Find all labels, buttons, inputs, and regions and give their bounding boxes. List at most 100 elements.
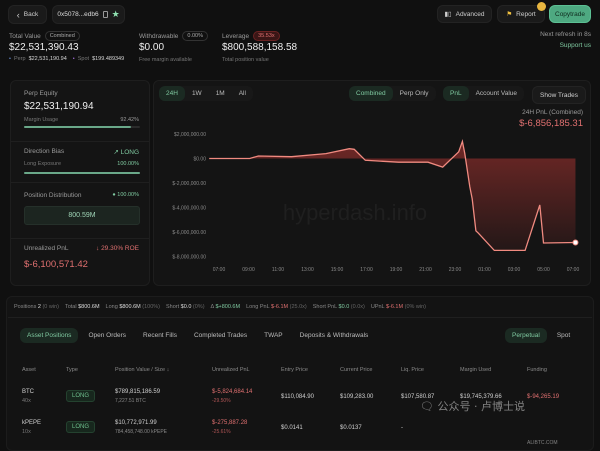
position-size: 784,458,748.00 kPEPE bbox=[115, 429, 167, 435]
stat-item: Short PnL $0.0 (0.0x) bbox=[313, 304, 365, 310]
current-price: $109,283.00 bbox=[340, 394, 374, 400]
leverage: 10x bbox=[22, 429, 31, 435]
pnl-chart[interactable]: hyperdash.info $2,000,000.00 $0.00 $-2,000,… bbox=[150, 120, 590, 280]
total-value-label: Total Value bbox=[9, 32, 41, 40]
long-exposure-label: Long Exposure bbox=[24, 161, 61, 167]
leverage-value: $800,588,158.58 bbox=[222, 42, 298, 53]
chart-title: 24H PnL (Combined) bbox=[522, 109, 583, 116]
leverage: 40x bbox=[22, 398, 31, 404]
last-point-marker bbox=[572, 239, 579, 246]
tabs-option-completed-trades[interactable]: Completed Trades bbox=[193, 332, 248, 339]
column-header[interactable]: Asset bbox=[22, 367, 36, 373]
leverage-badge: 35.53x bbox=[253, 31, 280, 41]
ranges-option-1w[interactable]: 1W bbox=[191, 90, 202, 97]
star-icon[interactable]: ★ bbox=[111, 9, 120, 19]
ranges-option-all[interactable]: All bbox=[238, 90, 246, 97]
metrics-option-pnl[interactable]: PnL bbox=[443, 86, 469, 101]
type-badge: LONG bbox=[66, 421, 96, 433]
long-exposure-value: 100.00% bbox=[117, 161, 139, 167]
market-option-spot[interactable]: Spot bbox=[556, 332, 571, 339]
direction-bias-label: Direction Bias bbox=[24, 148, 65, 155]
ranges-option-24h[interactable]: 24H bbox=[159, 86, 185, 101]
stat-value: $0.0 bbox=[180, 304, 192, 310]
stat-label: Short PnL bbox=[312, 304, 338, 310]
column-header[interactable]: Position Value / Size ↓ bbox=[115, 367, 170, 373]
column-header[interactable]: Type bbox=[66, 367, 78, 373]
distribution-pct: 100.00% bbox=[117, 192, 139, 198]
tabs-option-asset-positions[interactable]: Asset Positions bbox=[20, 328, 79, 343]
x-tick-label: 11:00 bbox=[272, 267, 284, 273]
withdrawable-label: Withdrawable bbox=[139, 32, 179, 40]
stat-extra: (0%) bbox=[192, 304, 205, 310]
column-header[interactable]: Liq. Price bbox=[401, 367, 424, 373]
withdrawable-sub: Free margin available bbox=[139, 57, 192, 63]
column-header[interactable]: Funding bbox=[527, 367, 547, 373]
column-header[interactable]: Entry Price bbox=[281, 367, 308, 373]
entry-price: $0.0141 bbox=[281, 425, 303, 431]
perp-equity-label: Perp Equity bbox=[24, 90, 58, 97]
column-header[interactable]: Current Price bbox=[340, 367, 373, 373]
y-tick-label: $-2,000,000.00 bbox=[172, 181, 206, 187]
advanced-button[interactable]: ▮▯ Advanced bbox=[437, 5, 492, 23]
stat-item: Total $800.6M bbox=[65, 304, 100, 310]
watermark-site: ALIBTC.COM bbox=[527, 440, 558, 446]
tabs-option-recent-fills[interactable]: Recent Fills bbox=[143, 332, 177, 339]
total-value: $22,531,390.43 bbox=[9, 42, 79, 53]
bar-chart-icon: ▮▯ bbox=[444, 11, 452, 18]
tabs-option-open-orders[interactable]: Open Orders bbox=[88, 332, 127, 339]
y-tick-label: $-8,000,000.00 bbox=[172, 255, 206, 261]
column-header[interactable]: Unrealized PnL bbox=[212, 367, 250, 373]
stat-extra: (100%) bbox=[142, 304, 160, 310]
unrealized-pnl-value: $-6,100,571.42 bbox=[24, 259, 88, 270]
support-link[interactable]: Support us bbox=[559, 42, 591, 49]
chart-headline-value: $-6,856,185.31 bbox=[519, 118, 583, 129]
market-option-perpetual[interactable]: Perpetual bbox=[505, 328, 547, 343]
chevron-left-icon: ‹ bbox=[16, 9, 20, 20]
current-price: $0.0137 bbox=[340, 425, 362, 431]
stat-label: UPnL bbox=[370, 304, 385, 310]
stat-extra: (0 win) bbox=[42, 304, 59, 310]
modes-option-combined[interactable]: Combined bbox=[349, 86, 393, 101]
x-tick-label: 07:00 bbox=[567, 267, 580, 273]
stat-value: $800.6M bbox=[119, 304, 141, 310]
tabs-option-deposits-withdrawals[interactable]: Deposits & Withdrawals bbox=[299, 332, 369, 339]
column-header[interactable]: Margin Used bbox=[460, 367, 492, 373]
back-button[interactable]: ‹ Back bbox=[8, 5, 47, 24]
next-refresh: Next refresh in 8s bbox=[540, 31, 591, 38]
copy-icon[interactable] bbox=[102, 11, 108, 18]
distribution-bar: 800.59M bbox=[24, 206, 140, 225]
x-tick-label: 03:00 bbox=[508, 267, 521, 273]
ranges-option-1m[interactable]: 1M bbox=[215, 90, 225, 97]
unrealized-pnl: $-5,824,684.14 bbox=[212, 389, 253, 395]
perp-label: Perp bbox=[13, 56, 26, 62]
wechat-watermark: 🗨 公众号 · 卢博士说 bbox=[420, 400, 525, 413]
withdrawable-badge: 0.00% bbox=[182, 31, 208, 41]
position-value: $789,815,186.59 bbox=[115, 389, 161, 395]
x-tick-label: 01:00 bbox=[478, 267, 491, 273]
stat-value: $+800.6M bbox=[215, 304, 241, 310]
margin-usage-bar bbox=[24, 126, 140, 128]
flag-icon: ⚑ bbox=[506, 11, 513, 18]
address-pill[interactable]: 0x5078...edb6 ★ bbox=[52, 5, 125, 24]
spot-value: $199.489349 bbox=[92, 56, 125, 62]
stat-item: Δ $+800.6M bbox=[211, 304, 241, 310]
leverage-sub: Total position value bbox=[222, 57, 269, 63]
stat-label: Long bbox=[105, 304, 118, 310]
show-trades-button[interactable]: Show Trades bbox=[532, 86, 586, 104]
stat-item: Short $0.0 (0%) bbox=[166, 304, 205, 310]
positions-tabs: Asset Positions Open Orders Recent Fills Co… bbox=[20, 328, 375, 343]
report-button[interactable]: ⚑ Report bbox=[497, 5, 545, 23]
mode-selector: Combined Perp Only bbox=[349, 86, 436, 101]
y-tick-label: $0.00 bbox=[193, 157, 206, 163]
long-exposure-bar bbox=[24, 172, 140, 174]
stats-bar: Positions 2 (0 win) Total $800.6M Long $80… bbox=[14, 304, 426, 310]
chart-panel: 24H 1W 1M All Combined Perp Only PnL Account … bbox=[153, 80, 591, 286]
x-tick-label: 15:00 bbox=[331, 267, 344, 273]
modes-option-perp-only[interactable]: Perp Only bbox=[399, 90, 429, 97]
position-size: 7,227.51 BTC bbox=[115, 398, 146, 404]
x-tick-label: 21:00 bbox=[419, 267, 432, 273]
metrics-option-account-value[interactable]: Account Value bbox=[475, 90, 518, 97]
roe-value: 29.30% ROE bbox=[101, 245, 139, 252]
tabs-option-twap[interactable]: TWAP bbox=[264, 332, 283, 339]
copytrade-button[interactable]: Copytrade bbox=[549, 5, 591, 23]
